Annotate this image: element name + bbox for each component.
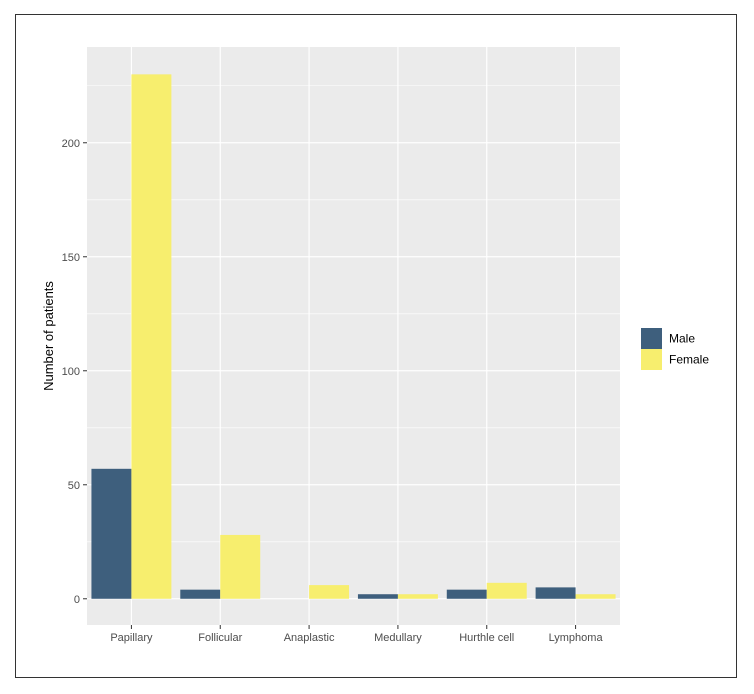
legend-key-male xyxy=(641,328,662,349)
bar-female xyxy=(397,594,438,599)
x-tick-label: Papillary xyxy=(110,632,153,644)
x-tick-label: Anaplastic xyxy=(284,632,335,644)
bar-female xyxy=(575,594,616,599)
x-axis: Papillary Follicular Anaplastic Medullary Hu… xyxy=(110,625,603,644)
x-tick-label: Hurthle cell xyxy=(459,632,514,644)
bar-female xyxy=(220,534,261,599)
y-tick-label: 200 xyxy=(62,138,80,150)
y-axis: 0 50 100 150 200 xyxy=(62,138,87,606)
bar-male xyxy=(357,594,398,599)
bars xyxy=(91,74,616,599)
legend-label-male: Male xyxy=(669,332,695,346)
x-tick-label: Medullary xyxy=(374,632,422,644)
y-tick-label: 0 xyxy=(74,594,80,606)
minor-gridlines xyxy=(87,85,620,543)
y-tick-label: 50 xyxy=(68,480,80,492)
legend-key-female xyxy=(641,349,662,370)
bar-male xyxy=(446,589,487,599)
y-axis-title: Number of patients xyxy=(41,281,56,391)
y-tick-label: 150 xyxy=(62,252,80,264)
x-tick-label: Follicular xyxy=(198,632,242,644)
bar-female xyxy=(131,74,172,599)
bar-male xyxy=(91,468,132,599)
bar-female xyxy=(309,585,350,599)
bar-male xyxy=(180,589,221,599)
x-tick-label: Lymphoma xyxy=(549,632,604,644)
legend: Male Female xyxy=(641,328,709,370)
y-tick-label: 100 xyxy=(62,366,80,378)
legend-label-female: Female xyxy=(669,353,709,367)
bar-female xyxy=(486,582,527,599)
bar-male xyxy=(535,587,576,599)
